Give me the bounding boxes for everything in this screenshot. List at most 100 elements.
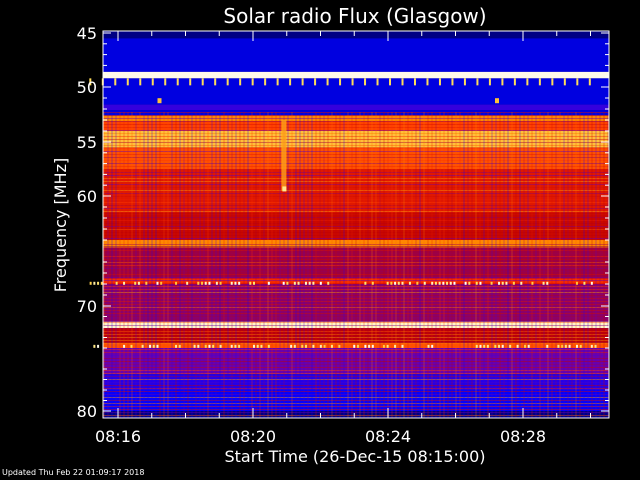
texture-line bbox=[103, 250, 609, 251]
dot-marker bbox=[253, 281, 255, 285]
dot-marker bbox=[156, 281, 159, 285]
pulse-mark bbox=[176, 78, 179, 86]
pulse-mark bbox=[513, 78, 516, 86]
texture-streak bbox=[491, 112, 493, 418]
texture-line bbox=[103, 280, 609, 281]
dot-marker bbox=[145, 281, 148, 285]
spike-mark bbox=[157, 98, 162, 104]
texture-line bbox=[103, 217, 609, 218]
texture-line bbox=[103, 256, 609, 257]
texture-streak bbox=[591, 112, 593, 418]
dot-marker bbox=[546, 281, 549, 285]
texture-line bbox=[103, 340, 609, 341]
texture-streak bbox=[319, 112, 321, 418]
texture-line bbox=[103, 196, 609, 197]
texture-streak bbox=[459, 112, 461, 418]
pulse-mark bbox=[289, 78, 292, 86]
texture-streak bbox=[219, 112, 221, 418]
texture-line bbox=[103, 391, 609, 392]
texture-line bbox=[103, 346, 609, 347]
texture-line bbox=[103, 295, 609, 296]
texture-line bbox=[103, 292, 609, 293]
texture-streak bbox=[267, 112, 269, 418]
dot-marker bbox=[353, 344, 356, 348]
texture-streak bbox=[295, 112, 297, 418]
dot-marker bbox=[371, 344, 374, 348]
dot-marker bbox=[123, 344, 126, 348]
texture-streak bbox=[367, 112, 369, 418]
frequency-band bbox=[103, 110, 609, 116]
dot-marker bbox=[308, 281, 311, 285]
texture-streak bbox=[543, 112, 545, 418]
y-tick-label: 80 bbox=[77, 402, 97, 421]
texture-line bbox=[103, 214, 609, 215]
texture-streak bbox=[375, 112, 377, 418]
texture-streak bbox=[463, 112, 465, 418]
dot-marker bbox=[267, 281, 270, 285]
dot-marker bbox=[260, 344, 263, 348]
pulse-mark bbox=[526, 78, 529, 86]
dot-marker bbox=[557, 344, 560, 348]
texture-streak bbox=[399, 112, 401, 418]
dot-marker bbox=[330, 344, 333, 348]
pulse-mark bbox=[364, 78, 367, 86]
texture-line bbox=[103, 376, 609, 377]
texture-streak bbox=[355, 112, 357, 418]
dot-marker bbox=[319, 281, 322, 285]
texture-streak bbox=[347, 112, 349, 418]
texture-streak bbox=[247, 112, 249, 418]
texture-streak bbox=[119, 112, 121, 418]
texture-line bbox=[103, 172, 609, 173]
texture-streak bbox=[423, 112, 425, 418]
dot-marker bbox=[364, 344, 367, 348]
texture-streak bbox=[335, 112, 337, 418]
texture-streak bbox=[183, 112, 185, 418]
dot-marker bbox=[219, 281, 222, 285]
texture-line bbox=[103, 220, 609, 221]
texture-line bbox=[103, 124, 609, 125]
pulse-mark bbox=[476, 78, 479, 86]
texture-line bbox=[103, 259, 609, 260]
dot-marker bbox=[204, 281, 207, 285]
dot-marker bbox=[134, 281, 137, 285]
dot-marker bbox=[490, 281, 493, 285]
texture-line bbox=[103, 118, 609, 119]
dot-marker bbox=[290, 344, 293, 348]
texture-line bbox=[103, 157, 609, 158]
texture-line bbox=[103, 127, 609, 128]
texture-streak bbox=[239, 112, 241, 418]
texture-line bbox=[103, 151, 609, 152]
dot-marker bbox=[368, 344, 371, 348]
texture-streak bbox=[275, 112, 277, 418]
texture-streak bbox=[175, 112, 177, 418]
dot-marker bbox=[149, 344, 152, 348]
dot-marker bbox=[97, 281, 100, 285]
axes: 45 50 55 60 70 80 08:16 08:20 08:24 08:28 bbox=[77, 24, 610, 446]
texture-streak bbox=[255, 112, 257, 418]
texture-line bbox=[103, 142, 609, 143]
x-tick-label: 08:24 bbox=[365, 427, 411, 446]
dot-marker bbox=[453, 281, 456, 285]
texture-line bbox=[103, 268, 609, 269]
pulse-mark bbox=[351, 78, 354, 86]
frequency-band bbox=[103, 38, 609, 72]
texture-streak bbox=[115, 112, 117, 418]
pulse-mark bbox=[126, 78, 129, 86]
texture-line bbox=[103, 136, 609, 137]
texture-streak bbox=[563, 112, 565, 418]
texture-streak bbox=[171, 112, 173, 418]
dot-marker bbox=[204, 344, 207, 348]
texture-streak bbox=[199, 112, 201, 418]
dot-marker bbox=[401, 281, 404, 285]
dot-marker bbox=[501, 281, 504, 285]
texture-line bbox=[103, 331, 609, 332]
frequency-band bbox=[103, 78, 609, 105]
texture-line bbox=[103, 328, 609, 329]
texture-streak bbox=[123, 112, 125, 418]
dot-marker bbox=[464, 281, 467, 285]
texture-streak bbox=[519, 112, 521, 418]
dot-marker bbox=[327, 281, 330, 285]
dot-marker bbox=[293, 281, 296, 285]
texture-line bbox=[103, 286, 609, 287]
dot-marker bbox=[197, 281, 200, 285]
